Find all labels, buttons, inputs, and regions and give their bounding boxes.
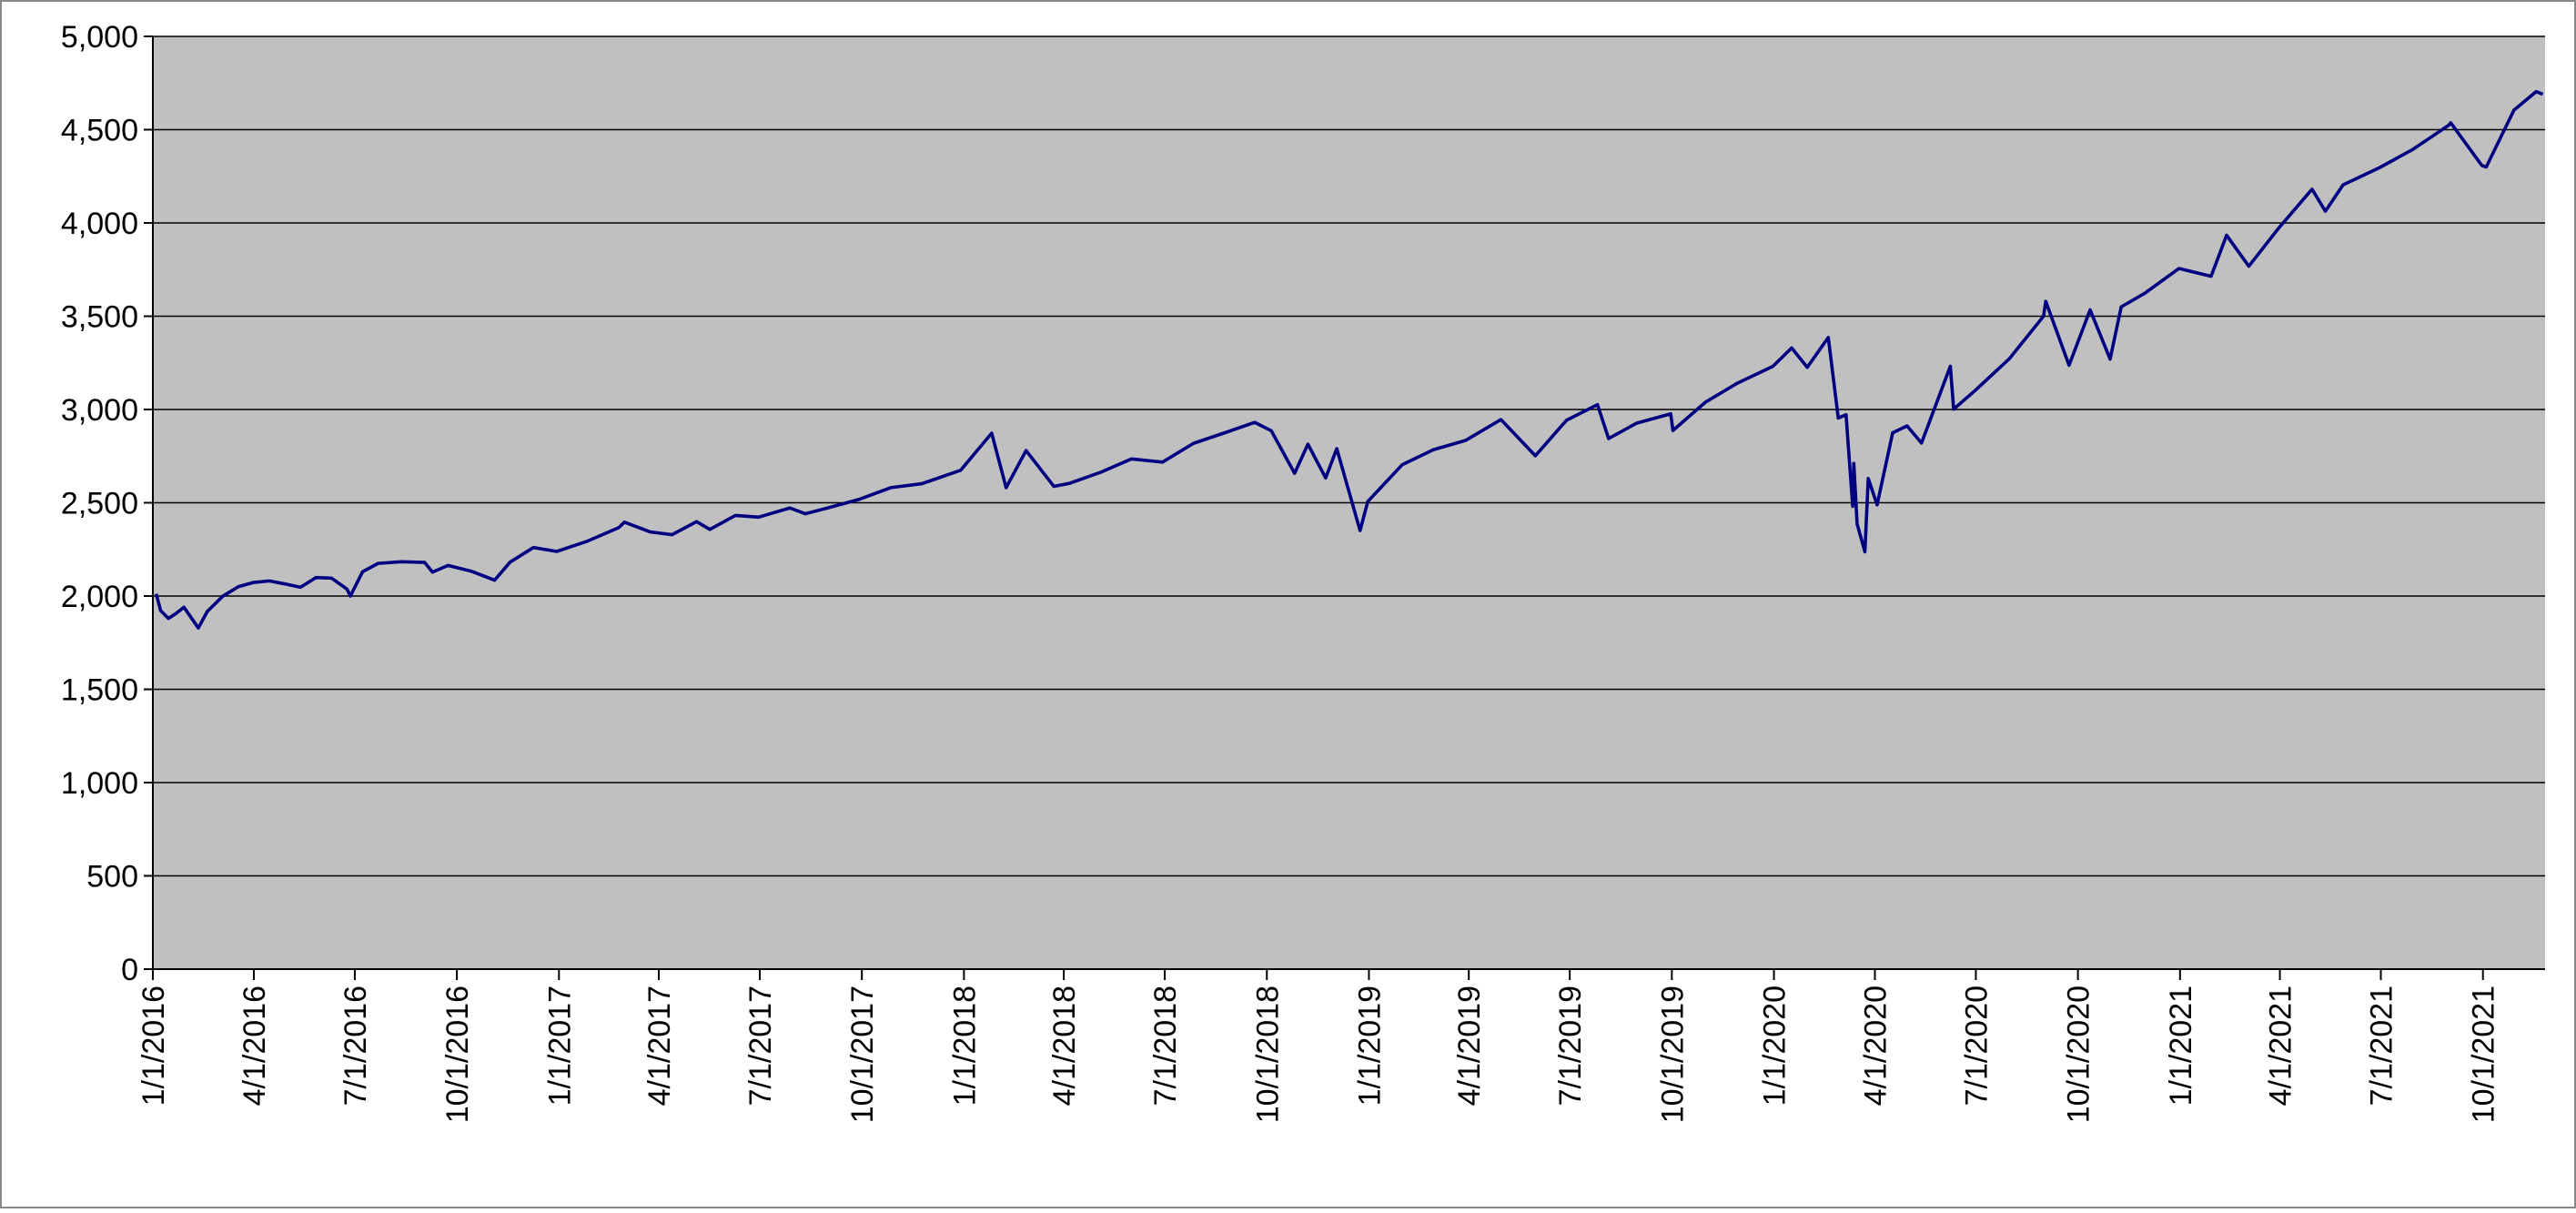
x-tick-label: 7/1/2021: [2365, 986, 2399, 1106]
y-tick-label: 5,000: [61, 20, 138, 55]
y-tick-label: 1,500: [61, 673, 138, 708]
x-tick-label: 4/1/2017: [642, 986, 677, 1106]
x-tick-label: 1/1/2021: [2164, 986, 2198, 1106]
y-tick-label: 4,000: [61, 207, 138, 241]
x-tick-label: 7/1/2017: [743, 986, 778, 1106]
x-tick-label: 4/1/2020: [1858, 986, 1893, 1106]
y-tick-label: 1,000: [61, 766, 138, 801]
y-tick-label: 500: [86, 860, 138, 895]
x-tick-label: 7/1/2020: [1959, 986, 1994, 1106]
y-tick-label: 4,500: [61, 114, 138, 148]
x-tick-label: 1/1/2018: [947, 986, 982, 1106]
x-tick-label: 4/1/2016: [237, 986, 272, 1106]
y-tick-label: 2,000: [61, 580, 138, 614]
x-tick-label: 10/1/2018: [1250, 986, 1285, 1123]
y-tick-label: 3,500: [61, 300, 138, 335]
y-tick-label: 2,500: [61, 487, 138, 521]
y-tick-label: 0: [121, 953, 138, 987]
x-tick-label: 10/1/2019: [1655, 986, 1690, 1123]
x-tick-label: 1/1/2019: [1352, 986, 1387, 1106]
x-tick-label: 10/1/2020: [2062, 986, 2096, 1123]
x-tick-label: 4/1/2019: [1452, 986, 1487, 1106]
y-tick-label: 3,000: [61, 393, 138, 428]
x-tick-label: 10/1/2016: [440, 986, 475, 1123]
x-tick-label: 10/1/2017: [845, 986, 880, 1123]
x-tick-label: 1/1/2020: [1758, 986, 1793, 1106]
x-tick-label: 1/1/2016: [136, 986, 171, 1106]
x-tick-label: 7/1/2018: [1148, 986, 1183, 1106]
x-tick-label: 4/1/2018: [1047, 986, 1082, 1106]
price-line: [154, 89, 2544, 630]
x-tick-label: 7/1/2019: [1553, 986, 1588, 1106]
x-tick-label: 7/1/2016: [338, 986, 373, 1106]
x-tick-label: 10/1/2021: [2467, 986, 2501, 1123]
x-tick-label: 1/1/2017: [542, 986, 577, 1106]
x-tick-label: 4/1/2021: [2264, 986, 2298, 1106]
